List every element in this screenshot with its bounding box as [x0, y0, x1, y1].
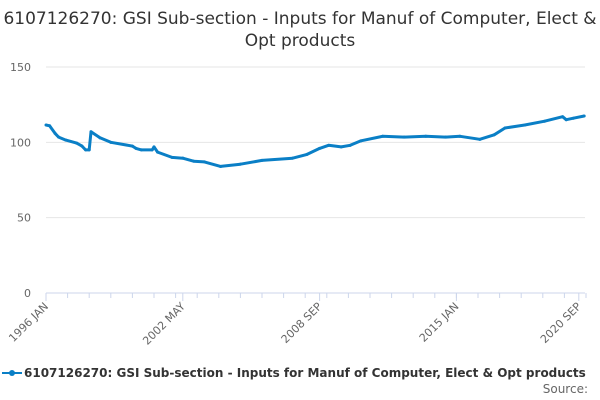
data-point [57, 135, 61, 139]
data-point [87, 148, 91, 152]
y-tick-label: 0 [24, 287, 31, 300]
y-tick-label: 150 [10, 61, 31, 74]
data-point [130, 144, 134, 148]
chart-title: 6107126270: GSI Sub-section - Inputs for… [3, 9, 597, 51]
data-point [89, 130, 93, 134]
y-tick-label: 100 [10, 136, 31, 149]
data-point [381, 134, 385, 138]
legend-line-icon [2, 370, 22, 376]
x-tick-label: 2020 SEP [538, 300, 584, 346]
data-point [523, 123, 527, 127]
x-tick-label: 2015 JAN [417, 300, 462, 345]
data-point [219, 164, 223, 168]
data-point [156, 150, 160, 154]
data-point [53, 131, 57, 135]
data-point [75, 141, 79, 145]
data-point [305, 152, 309, 156]
data-point [339, 145, 343, 149]
legend-item[interactable]: 6107126270: GSI Sub-section - Inputs for… [2, 366, 586, 380]
data-point [202, 160, 206, 164]
data-point [327, 143, 331, 147]
data-point [561, 115, 565, 119]
series-line [45, 114, 585, 168]
data-point [181, 156, 185, 160]
data-point [192, 159, 196, 163]
data-point [139, 148, 143, 152]
data-point [478, 137, 482, 141]
data-point [402, 135, 406, 139]
data-point [458, 134, 462, 138]
data-point [109, 140, 113, 144]
source-label: Source: [542, 382, 588, 396]
data-point [348, 143, 352, 147]
data-point [318, 146, 322, 150]
data-point [98, 136, 102, 140]
data-point [571, 116, 575, 120]
data-point [80, 144, 84, 148]
data-point [582, 114, 586, 118]
data-point [64, 138, 68, 142]
data-point [492, 133, 496, 137]
data-point [48, 124, 52, 128]
x-tick-label: 2008 SEP [279, 300, 325, 346]
data-point [150, 148, 154, 152]
x-tick-label: 1996 JAN [6, 300, 51, 345]
data-point [503, 126, 507, 130]
x-tick-label: 2002 MAY [140, 300, 188, 348]
legend-label: 6107126270: GSI Sub-section - Inputs for… [24, 366, 586, 380]
data-point [424, 134, 428, 138]
data-point [543, 119, 547, 123]
data-point [238, 162, 242, 166]
data-point [44, 123, 48, 127]
data-point [444, 135, 448, 139]
data-point [291, 156, 295, 160]
data-point [134, 146, 138, 150]
data-point [152, 145, 156, 149]
data-point [260, 158, 264, 162]
data-point [170, 155, 174, 159]
y-tick-label: 50 [17, 212, 31, 225]
data-point [359, 139, 363, 143]
data-point [84, 148, 88, 152]
data-point [564, 118, 568, 122]
